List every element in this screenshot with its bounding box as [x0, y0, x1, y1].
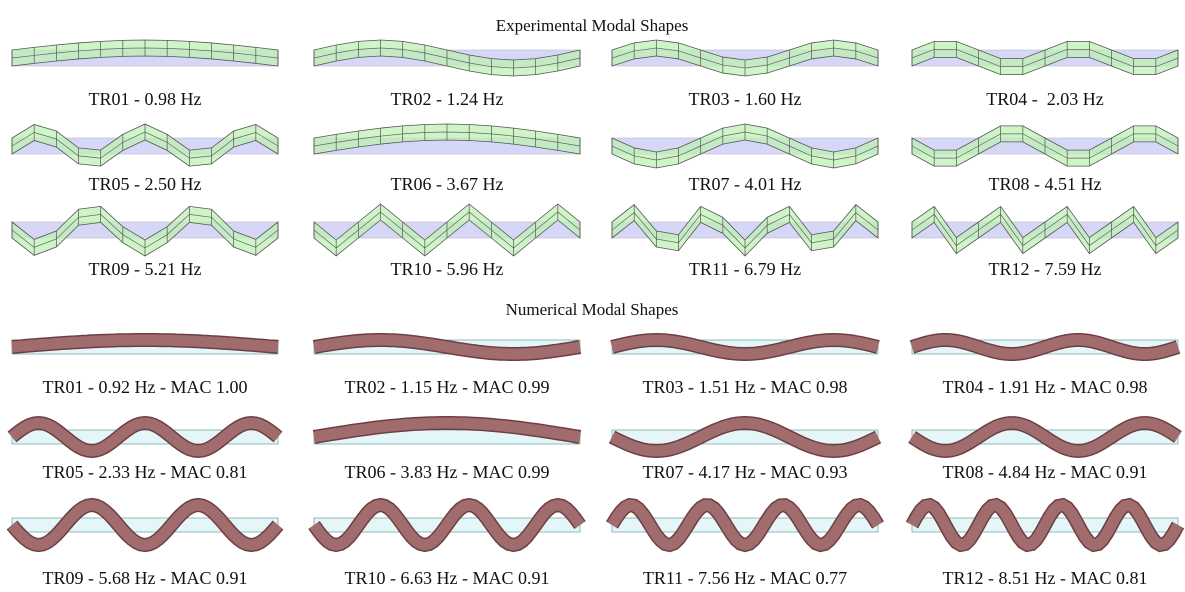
mode-caption: TR02 - 1.24 Hz: [391, 89, 504, 109]
mode-caption: TR05 - 2.50 Hz: [89, 174, 202, 194]
mode-caption: TR10 - 5.96 Hz: [391, 259, 504, 279]
mode-caption: TR08 - 4.51 Hz: [989, 174, 1102, 194]
mode-caption: TR06 - 3.83 Hz - MAC 0.99: [345, 462, 550, 482]
mode-caption: TR03 - 1.51 Hz - MAC 0.98: [643, 377, 848, 397]
mode-caption: TR11 - 6.79 Hz: [689, 259, 801, 279]
mode-caption: TR03 - 1.60 Hz: [689, 89, 802, 109]
mode-caption: TR12 - 7.59 Hz: [989, 259, 1102, 279]
mode-caption: TR10 - 6.63 Hz - MAC 0.91: [345, 568, 550, 588]
figure: Experimental Modal Shapes Numerical Moda…: [0, 0, 1185, 592]
mode-caption: TR01 - 0.98 Hz: [89, 89, 202, 109]
undeformed-outline: [612, 430, 878, 444]
mode-caption: TR02 - 1.15 Hz - MAC 0.99: [345, 377, 550, 397]
mode-caption: TR01 - 0.92 Hz - MAC 1.00: [43, 377, 248, 397]
section-title: Experimental Modal Shapes: [496, 16, 689, 35]
mode-caption: TR12 - 8.51 Hz - MAC 0.81: [943, 568, 1148, 588]
mode-caption: TR04 - 2.03 Hz: [986, 89, 1103, 109]
mode-caption: TR08 - 4.84 Hz - MAC 0.91: [943, 462, 1148, 482]
mode-caption: TR05 - 2.33 Hz - MAC 0.81: [43, 462, 248, 482]
mode-caption: TR06 - 3.67 Hz: [391, 174, 504, 194]
mode-caption: TR09 - 5.21 Hz: [89, 259, 202, 279]
section-title: Numerical Modal Shapes: [506, 300, 679, 319]
mode-caption: TR07 - 4.01 Hz: [689, 174, 802, 194]
mode-caption: TR07 - 4.17 Hz - MAC 0.93: [643, 462, 848, 482]
mode-caption: TR11 - 7.56 Hz - MAC 0.77: [643, 568, 847, 588]
mode-caption: TR09 - 5.68 Hz - MAC 0.91: [43, 568, 248, 588]
deformed-beam-face: [314, 505, 580, 545]
mode-caption: TR04 - 1.91 Hz - MAC 0.98: [943, 377, 1148, 397]
